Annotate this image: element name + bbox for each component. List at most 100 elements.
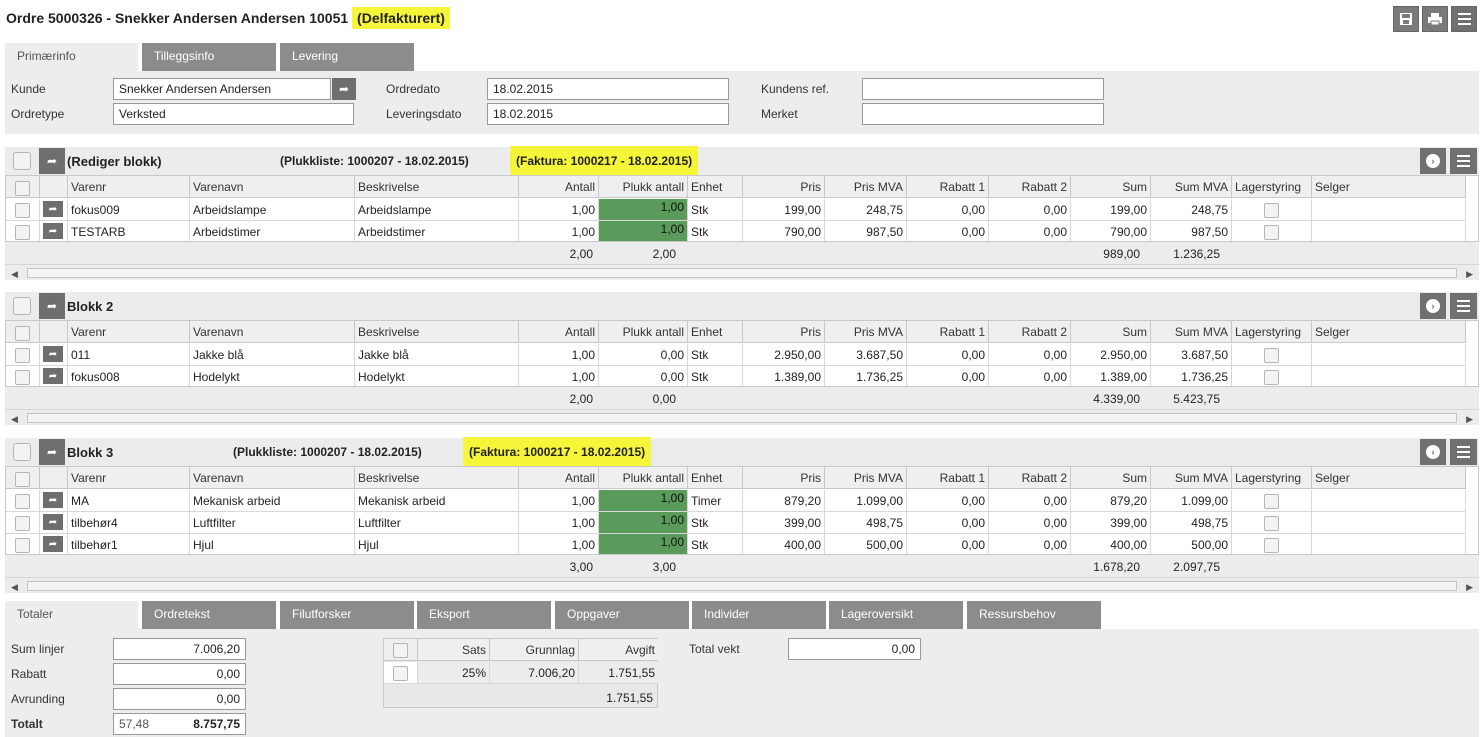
row-open-button[interactable]: ➦ — [43, 514, 63, 530]
column-header-beskrivelse[interactable]: Beskrivelse — [355, 321, 519, 343]
cell-varenr[interactable]: tilbehør1 — [68, 534, 190, 554]
column-header-lager[interactable]: Lagerstyring — [1232, 176, 1312, 198]
cell-antall[interactable]: 1,00 — [519, 490, 599, 512]
cell-beskrivelse[interactable]: Jakke blå — [355, 344, 519, 366]
lagerstyring-checkbox[interactable] — [1264, 494, 1279, 509]
cell-antall[interactable]: 1,00 — [519, 366, 599, 386]
select-all-checkbox[interactable] — [15, 326, 30, 341]
cell-lager[interactable] — [1232, 344, 1312, 366]
tab-levering[interactable]: Levering — [280, 43, 414, 71]
cell-sum[interactable]: 790,00 — [1071, 221, 1151, 241]
print-button[interactable] — [1422, 6, 1448, 32]
column-header-rabatt2[interactable]: Rabatt 2 — [989, 176, 1071, 198]
horizontal-scrollbar[interactable]: ◀ ▶ — [5, 409, 1479, 425]
cell-rabatt2[interactable]: 0,00 — [989, 490, 1071, 512]
tab-ressursbehov[interactable]: Ressursbehov — [967, 601, 1101, 629]
block-next-button[interactable]: › — [1420, 439, 1446, 465]
column-header-varenavn[interactable]: Varenavn — [190, 321, 355, 343]
cell-varenr[interactable]: fokus008 — [68, 366, 190, 386]
lagerstyring-checkbox[interactable] — [1264, 370, 1279, 385]
column-header-prismva[interactable]: Pris MVA — [825, 467, 907, 489]
cell-varenr[interactable]: MA — [68, 490, 190, 512]
kundensref-field[interactable] — [862, 78, 1104, 100]
ordretype-field[interactable]: Verksted — [113, 103, 354, 125]
scrollbar-track[interactable] — [27, 581, 1457, 591]
cell-pris[interactable]: 2.950,00 — [743, 344, 825, 366]
lagerstyring-checkbox[interactable] — [1264, 203, 1279, 218]
block-next-button[interactable]: › — [1420, 148, 1446, 174]
tab-individer[interactable]: Individer — [692, 601, 826, 629]
cell-varenavn[interactable]: Hjul — [190, 534, 355, 554]
cell-sum[interactable]: 399,00 — [1071, 512, 1151, 534]
column-header-selger[interactable]: Selger — [1312, 176, 1466, 198]
lagerstyring-checkbox[interactable] — [1264, 225, 1279, 240]
cell-summva[interactable]: 500,00 — [1151, 534, 1232, 554]
kunde-lookup-button[interactable]: ➦ — [332, 78, 356, 100]
cell-summva[interactable]: 1.099,00 — [1151, 490, 1232, 512]
cell-selger[interactable] — [1312, 534, 1466, 554]
column-header-rabatt1[interactable]: Rabatt 1 — [907, 467, 989, 489]
cell-enhet[interactable]: Stk — [688, 199, 743, 221]
row-open-button[interactable]: ➦ — [43, 492, 63, 508]
row-checkbox[interactable] — [15, 225, 30, 240]
row-checkbox[interactable] — [15, 516, 30, 531]
cell-antall[interactable]: 1,00 — [519, 512, 599, 534]
scroll-left-icon[interactable]: ◀ — [11, 582, 18, 592]
block-select-checkbox[interactable] — [13, 297, 31, 315]
cell-beskrivelse[interactable]: Hjul — [355, 534, 519, 554]
cell-beskrivelse[interactable]: Luftfilter — [355, 512, 519, 534]
cell-summva[interactable]: 498,75 — [1151, 512, 1232, 534]
cell-antall[interactable]: 1,00 — [519, 534, 599, 554]
cell-varenavn[interactable]: Arbeidslampe — [190, 199, 355, 221]
row-open-button[interactable]: ➦ — [43, 346, 63, 362]
column-header-varenavn[interactable]: Varenavn — [190, 467, 355, 489]
cell-rabatt2[interactable]: 0,00 — [989, 534, 1071, 554]
tab-ordretekst[interactable]: Ordretekst — [142, 601, 276, 629]
cell-summva[interactable]: 1.736,25 — [1151, 366, 1232, 386]
column-header-sum[interactable]: Sum — [1071, 176, 1151, 198]
cell-lager[interactable] — [1232, 512, 1312, 534]
scroll-right-icon[interactable]: ▶ — [1466, 269, 1473, 279]
column-header-prismva[interactable]: Pris MVA — [825, 321, 907, 343]
rabatt-field[interactable]: 0,00 — [113, 663, 246, 685]
cell-plukk[interactable]: 1,00 — [599, 490, 688, 512]
cell-plukk[interactable]: 0,00 — [599, 366, 688, 386]
lagerstyring-checkbox[interactable] — [1264, 538, 1279, 553]
cell-rabatt2[interactable]: 0,00 — [989, 221, 1071, 241]
cell-beskrivelse[interactable]: Arbeidslampe — [355, 199, 519, 221]
cell-summva[interactable]: 987,50 — [1151, 221, 1232, 241]
cell-pris[interactable]: 400,00 — [743, 534, 825, 554]
cell-sum[interactable]: 879,20 — [1071, 490, 1151, 512]
cell-varenr[interactable]: TESTARB — [68, 221, 190, 241]
merket-field[interactable] — [862, 103, 1104, 125]
cell-pris[interactable]: 879,20 — [743, 490, 825, 512]
cell-selger[interactable] — [1312, 512, 1466, 534]
cell-antall[interactable]: 1,00 — [519, 199, 599, 221]
vat-row-checkbox[interactable] — [393, 666, 408, 681]
cell-prismva[interactable]: 1.736,25 — [825, 366, 907, 386]
cell-rabatt1[interactable]: 0,00 — [907, 366, 989, 386]
cell-pris[interactable]: 790,00 — [743, 221, 825, 241]
column-header-rabatt2[interactable]: Rabatt 2 — [989, 321, 1071, 343]
column-header-lager[interactable]: Lagerstyring — [1232, 321, 1312, 343]
tab-totaler[interactable]: Totaler — [5, 601, 138, 630]
cell-antall[interactable]: 1,00 — [519, 344, 599, 366]
column-header-lager[interactable]: Lagerstyring — [1232, 467, 1312, 489]
cell-prismva[interactable]: 3.687,50 — [825, 344, 907, 366]
block-move-button[interactable]: ➦ — [39, 293, 65, 319]
cell-selger[interactable] — [1312, 344, 1466, 366]
cell-rabatt1[interactable]: 0,00 — [907, 199, 989, 221]
cell-rabatt1[interactable]: 0,00 — [907, 221, 989, 241]
cell-sum[interactable]: 400,00 — [1071, 534, 1151, 554]
ordredato-field[interactable]: 18.02.2015 — [487, 78, 729, 100]
column-header-varenr[interactable]: Varenr — [68, 467, 190, 489]
column-header-selger[interactable]: Selger — [1312, 467, 1466, 489]
cell-varenavn[interactable]: Mekanisk arbeid — [190, 490, 355, 512]
column-header-antall[interactable]: Antall — [519, 321, 599, 343]
lagerstyring-checkbox[interactable] — [1264, 516, 1279, 531]
cell-lager[interactable] — [1232, 199, 1312, 221]
cell-beskrivelse[interactable]: Hodelykt — [355, 366, 519, 386]
cell-rabatt1[interactable]: 0,00 — [907, 490, 989, 512]
tab-filutforsker[interactable]: Filutforsker — [280, 601, 414, 629]
block-select-checkbox[interactable] — [13, 152, 31, 170]
